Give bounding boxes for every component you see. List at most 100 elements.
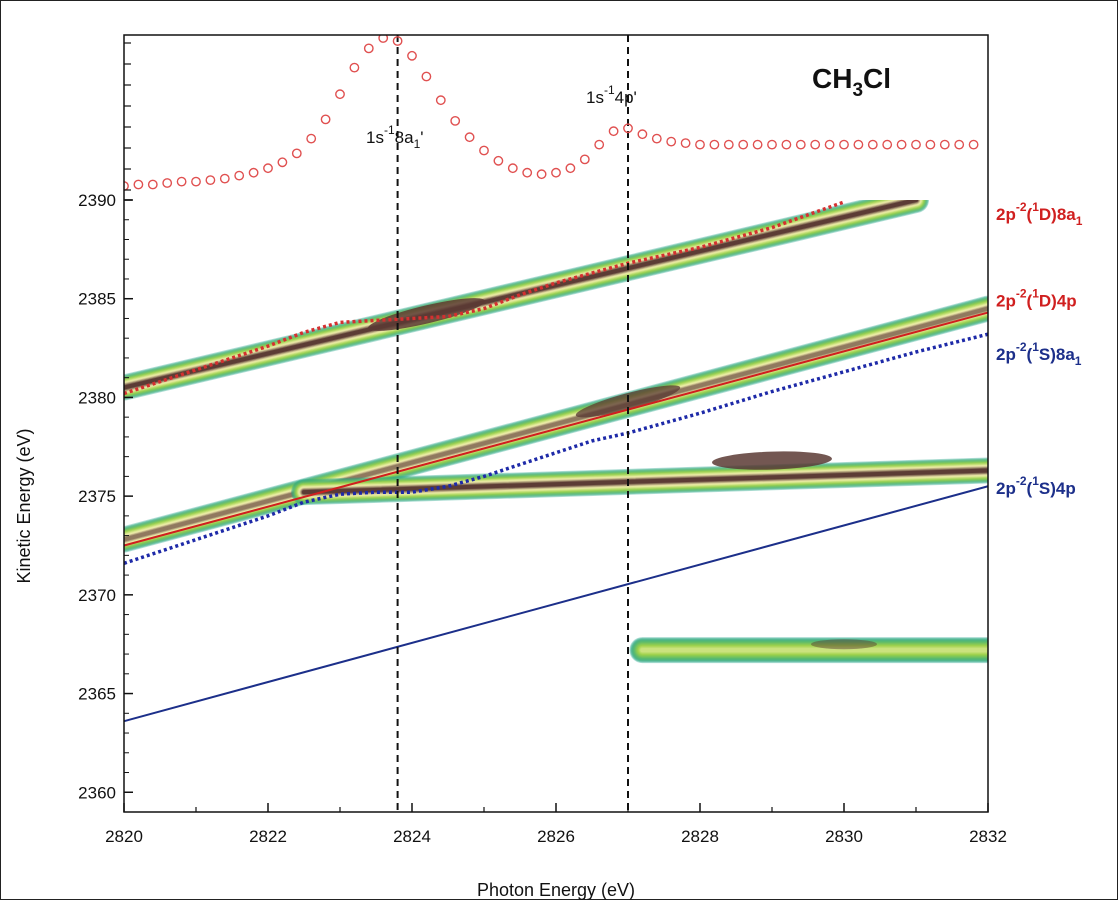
marker-label-part: 1s: [586, 88, 604, 107]
tey-point: [162, 178, 173, 188]
tey-point: [176, 176, 187, 187]
ridge-middle-band: [124, 295, 988, 553]
tey-point: [579, 154, 590, 165]
state-sub: 1: [1075, 354, 1082, 368]
y-tick-label: 2390: [78, 191, 116, 210]
tey-point: [335, 89, 345, 100]
marker-label-sup: -1: [384, 123, 395, 137]
tey-strip: [124, 35, 979, 191]
line-2p-2(1S)4p: [123, 485, 989, 723]
tey-point: [752, 139, 763, 150]
state-sup: -2: [1016, 200, 1027, 214]
tey-point: [392, 36, 403, 46]
tey-point: [493, 155, 504, 166]
tey-point: [435, 95, 446, 106]
tey-point: [565, 163, 576, 174]
marker-label-part: 4p': [615, 88, 637, 107]
dotted-curve-2p-2(1S)8a1: [123, 332, 989, 565]
tey-point: [939, 139, 950, 150]
tey-point: [263, 163, 273, 174]
state-sup: -2: [1016, 474, 1027, 488]
molecule-label: CH3Cl: [812, 63, 891, 101]
x-tick-label: 2826: [537, 827, 575, 846]
tey-point: [133, 179, 144, 190]
ridge-peak: [811, 639, 877, 650]
axes: 2820 2822 2824 2826 2828 2830 2832 2360 2365 2370…: [78, 34, 1007, 846]
contour-map: [124, 200, 988, 664]
marker-label-part: ': [420, 128, 423, 147]
ridge-peak: [367, 298, 485, 331]
state-sub: 1: [1076, 214, 1083, 228]
ridge-lower-horizontal-band: [291, 451, 988, 506]
molecule-sub: 3: [852, 80, 863, 101]
tey-point: [738, 139, 749, 150]
state-part: (: [1027, 205, 1033, 224]
x-tick-label: 2828: [681, 827, 719, 846]
y-tick-label: 2365: [78, 685, 116, 704]
x-tick-label: 2830: [825, 827, 863, 846]
state-part: 2p: [996, 479, 1016, 498]
state-part: S)8a: [1039, 345, 1075, 364]
tey-point: [709, 139, 720, 150]
molecule-base: CH: [812, 63, 852, 94]
tey-point: [695, 139, 705, 150]
tey-point: [205, 175, 216, 186]
tey-point: [723, 139, 734, 150]
tey-point: [810, 139, 821, 150]
y-axis-title: Kinetic Energy (eV): [14, 428, 34, 583]
tey-point: [896, 139, 907, 150]
state-sup: 1: [1032, 340, 1039, 354]
overlay: [123, 35, 989, 812]
x-tick-label: 2822: [249, 827, 287, 846]
y-tick-label: 2375: [78, 487, 116, 506]
contour-level: [302, 468, 988, 495]
state-sup: 1: [1032, 474, 1039, 488]
tey-point: [867, 139, 878, 150]
tey-point: [623, 123, 633, 134]
tey-point: [551, 167, 561, 178]
tey-point: [594, 139, 605, 150]
tey-point: [421, 71, 432, 82]
tey-point: [277, 157, 288, 168]
y-tick-label: 2370: [78, 586, 116, 605]
state-part: D)4p: [1039, 292, 1077, 311]
tey-point: [824, 139, 835, 150]
tey-point: [536, 169, 547, 180]
tey-point: [191, 176, 201, 187]
state-sup: -2: [1016, 287, 1027, 301]
marker-label-0: 1s-18a1': [366, 123, 424, 151]
marker-label-sup: -1: [604, 83, 615, 97]
marker-label-part: 8a: [395, 128, 414, 147]
tey-point: [666, 136, 677, 147]
x-tick-label: 2820: [105, 827, 143, 846]
tey-point: [219, 173, 230, 184]
tey-point: [291, 148, 302, 159]
state-sup: 1: [1032, 287, 1039, 301]
x-tick-label: 2832: [969, 827, 1007, 846]
ridge-peak: [712, 451, 832, 470]
tey-point: [680, 138, 691, 149]
state-label-1: 2p-2(1D)4p: [996, 287, 1077, 311]
tey-point: [608, 126, 619, 137]
tey-point: [522, 167, 533, 178]
tey-point: [968, 139, 979, 150]
state-part: (: [1027, 292, 1033, 311]
state-part: S)4p: [1039, 479, 1076, 498]
marker-label-1: 1s-14p': [586, 83, 637, 107]
tey-point: [464, 132, 475, 143]
state-part: D)8a: [1039, 205, 1076, 224]
state-sup: -2: [1016, 340, 1027, 354]
tey-point: [248, 167, 259, 178]
x-tick-label: 2824: [393, 827, 431, 846]
tey-point: [882, 139, 893, 150]
tey-point: [925, 139, 936, 150]
state-part: 2p: [996, 205, 1016, 224]
tey-point: [853, 139, 864, 150]
state-label-2: 2p-2(1S)8a1: [996, 340, 1082, 368]
tey-point: [378, 35, 389, 43]
tey-point: [479, 145, 489, 156]
state-label-3: 2p-2(1S)4p: [996, 474, 1076, 498]
line-2p-2(1D)4p: [123, 311, 989, 547]
